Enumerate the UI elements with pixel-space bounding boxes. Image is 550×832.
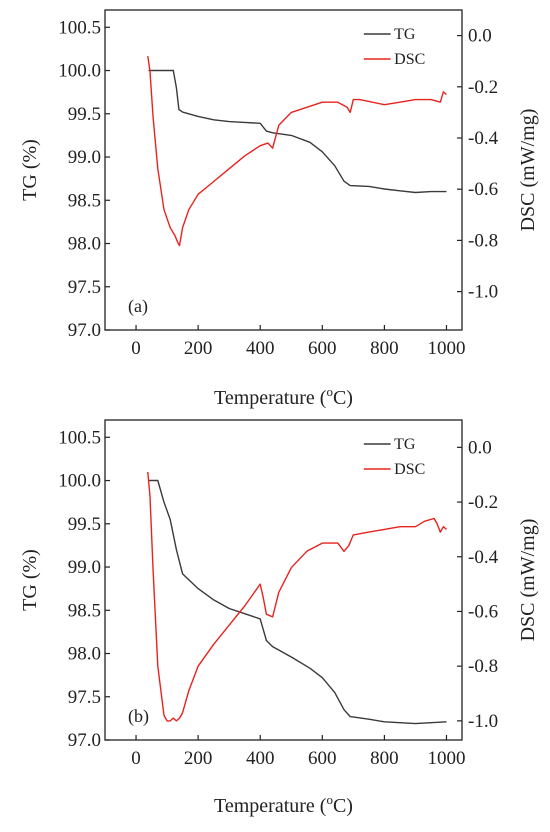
x-tick-label: 800 xyxy=(370,748,399,769)
x-axis-label-degree: o xyxy=(326,792,333,807)
y-tick-label: 100.0 xyxy=(58,471,101,492)
x-axis-label-unit: C) xyxy=(333,795,353,817)
y2-tick-label: -0.4 xyxy=(468,128,499,149)
y-tick-label: 97.0 xyxy=(68,320,101,341)
legend-label-tg: TG xyxy=(394,436,416,453)
panel-b: 0 200 400 600 800 1000 97.0 97.5 98.0 98.5 99.0 99.… xyxy=(19,419,539,817)
y-axis-label: TG (%) xyxy=(19,549,41,611)
series-line-dsc xyxy=(147,471,447,722)
y-tick-label: 99.5 xyxy=(68,104,101,125)
y2-tick-label: -0.2 xyxy=(468,492,498,513)
legend-label-dsc: DSC xyxy=(394,51,425,68)
y2-tick-label: -0.4 xyxy=(468,547,499,568)
y-tick-label: 99.5 xyxy=(68,514,101,535)
series-line-tg xyxy=(148,479,447,725)
y2-axis-label: DSC (mW/mg) xyxy=(517,519,539,642)
series-line-dsc xyxy=(147,56,447,247)
x-tick-label: 200 xyxy=(184,748,213,769)
panel-label: (b) xyxy=(128,706,149,727)
y2-axis-label: DSC (mW/mg) xyxy=(517,109,539,232)
y2-tick-label: 0.0 xyxy=(468,437,492,458)
x-tick-label: 1000 xyxy=(427,748,465,769)
x-tick-label: 400 xyxy=(246,338,275,359)
plot-frame xyxy=(104,419,463,741)
x-tick-label: 0 xyxy=(131,338,141,359)
y2-tick-label: -0.6 xyxy=(468,601,498,622)
y2-tick-label: -0.8 xyxy=(468,656,498,677)
legend-label-tg: TG xyxy=(394,26,416,43)
y-tick-label: 98.0 xyxy=(68,644,101,665)
y2-tick-label: -0.8 xyxy=(468,230,498,251)
y-tick-label: 97.0 xyxy=(68,730,101,751)
x-axis-label-degree: o xyxy=(326,384,333,399)
y2-tick-label: -1.0 xyxy=(468,282,498,303)
y-tick-label: 100.5 xyxy=(58,17,101,38)
y-tick-label: 98.5 xyxy=(68,190,101,211)
y2-tick-label: 0.0 xyxy=(468,26,492,47)
x-axis-label-unit: C) xyxy=(333,387,353,409)
x-tick-label: 1000 xyxy=(427,338,465,359)
x-tick-label: 0 xyxy=(131,748,141,769)
legend-label-dsc: DSC xyxy=(394,461,425,478)
x-tick-label: 600 xyxy=(308,748,337,769)
x-axis-label: Temperature (oC) xyxy=(214,384,353,409)
x-tick-label: 600 xyxy=(308,338,337,359)
y2-tick-label: -0.6 xyxy=(468,179,498,200)
y-tick-label: 98.0 xyxy=(68,234,101,255)
series-line-tg xyxy=(148,69,447,194)
x-axis-label-main: Temperature ( xyxy=(214,795,327,817)
y-axis-label: TG (%) xyxy=(19,139,41,201)
y-tick-label: 100.5 xyxy=(58,427,101,448)
y-tick-label: 97.5 xyxy=(68,687,101,708)
plot-frame xyxy=(104,9,463,331)
y2-tick-label: -1.0 xyxy=(468,711,498,732)
x-axis-label-main: Temperature ( xyxy=(214,387,327,409)
y-tick-label: 97.5 xyxy=(68,277,101,298)
y2-tick-label: -0.2 xyxy=(468,77,498,98)
y-tick-label: 99.0 xyxy=(68,557,101,578)
panel-label: (a) xyxy=(128,296,148,317)
x-tick-label: 200 xyxy=(184,338,213,359)
x-tick-label: 800 xyxy=(370,338,399,359)
x-tick-label: 400 xyxy=(246,748,275,769)
panel-a: 0 200 400 600 800 1000 97.0 97.5 98.0 98.5 99.0 99.… xyxy=(19,9,539,409)
y-tick-label: 98.5 xyxy=(68,600,101,621)
y-tick-label: 99.0 xyxy=(68,147,101,168)
x-axis-label: Temperature (oC) xyxy=(214,792,353,817)
y-tick-label: 100.0 xyxy=(58,61,101,82)
